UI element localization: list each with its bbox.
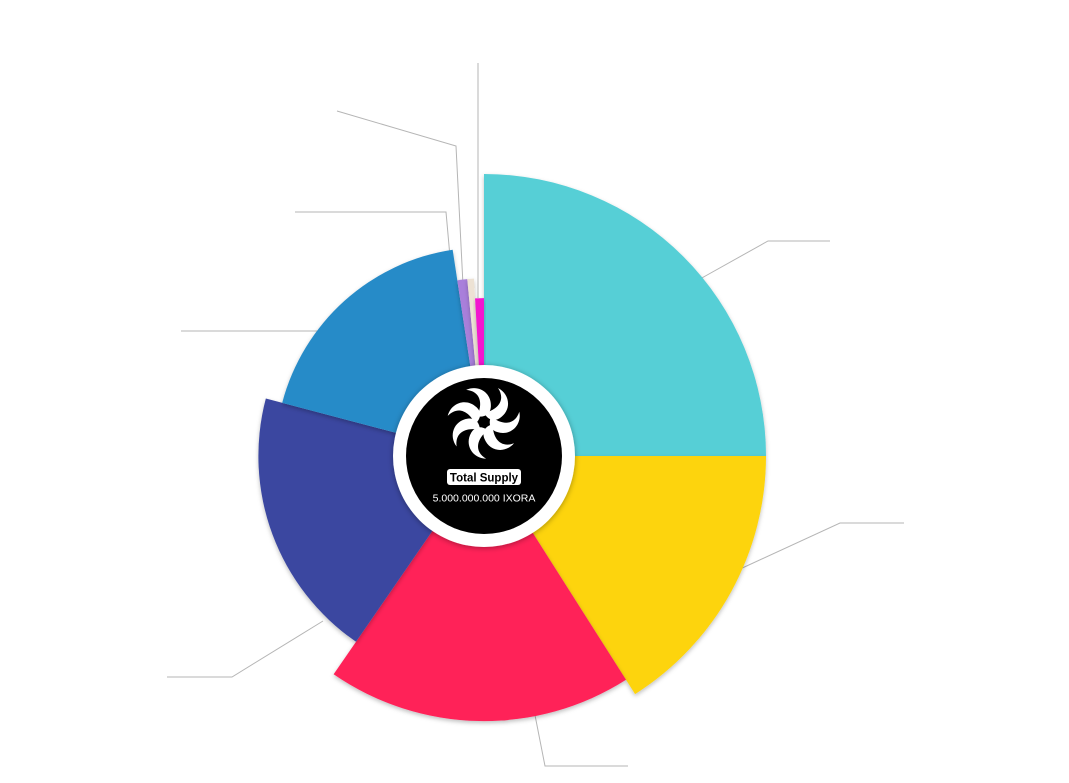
pie-slice-2 [484,456,766,695]
logo-blade [489,411,520,433]
logo-blade [466,388,491,417]
leader-line-4 [167,620,324,678]
pie-slice-1 [484,174,766,456]
ixora-logo-icon [447,388,520,459]
total-supply-value: 5.000.000.000 IXORA [433,493,536,505]
logo-blade [452,418,481,447]
logo-blade [484,388,509,421]
leader-line-7 [336,110,464,286]
center-disc [406,378,562,534]
leader-line-1 [699,240,830,280]
leader-line-2 [737,522,904,571]
pie-slice-3 [333,456,627,722]
total-supply-badge [447,469,521,485]
leader-line-3 [532,704,628,767]
logo-blade [447,402,481,425]
logo-blade [468,427,488,459]
logo-blade [483,424,515,450]
center-hub: Total Supply 5.000.000.000 IXORA [393,365,575,547]
total-supply-label: Total Supply [450,473,519,485]
